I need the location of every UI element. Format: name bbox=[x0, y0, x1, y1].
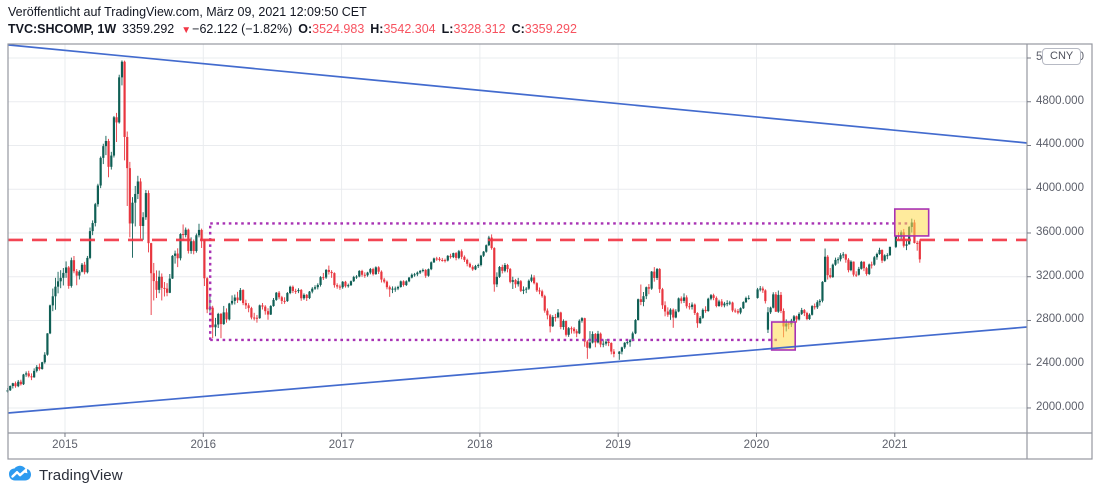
year-tick-label: 2017 bbox=[328, 439, 355, 451]
price-tick-label: 2000.000 bbox=[1036, 400, 1084, 413]
year-tick-label: 2018 bbox=[467, 439, 493, 451]
tradingview-branding[interactable]: TradingView bbox=[8, 464, 123, 486]
price-tick-label: 4400.000 bbox=[1036, 138, 1084, 151]
price-change: −62.122 (−1.82%) bbox=[192, 22, 293, 36]
close-label: C: bbox=[511, 22, 525, 36]
currency-badge: CNY bbox=[1042, 48, 1082, 65]
symbol-name: TVC:SHCOMP, 1W bbox=[8, 22, 117, 36]
high-value: 3542.304 bbox=[383, 22, 436, 36]
price-tick-label: 3200.000 bbox=[1036, 269, 1084, 282]
down-triangle-icon: ▼ bbox=[181, 25, 192, 36]
price-tick-label: 3600.000 bbox=[1036, 225, 1084, 238]
price-tick-label: 4800.000 bbox=[1036, 94, 1084, 107]
tradingview-logo-icon bbox=[9, 465, 31, 481]
year-tick-label: 2019 bbox=[605, 439, 631, 451]
price-tick-label: 2800.000 bbox=[1036, 313, 1084, 326]
last-price: 3359.292 bbox=[122, 22, 175, 36]
price-tick-label: 4000.000 bbox=[1036, 182, 1084, 195]
open-value: 3524.983 bbox=[312, 22, 365, 36]
close-value: 3359.292 bbox=[524, 22, 577, 36]
high-label: H: bbox=[370, 22, 384, 36]
brand-name: TradingView bbox=[39, 466, 123, 484]
year-tick-label: 2020 bbox=[743, 439, 770, 451]
published-line: Veröffentlicht auf TradingView.com, März… bbox=[8, 5, 367, 19]
year-tick-label: 2016 bbox=[190, 439, 217, 451]
year-tick-label: 2021 bbox=[881, 439, 908, 451]
low-value: 3328.312 bbox=[453, 22, 506, 36]
open-label: O: bbox=[298, 22, 313, 36]
symbol-info-line: TVC:SHCOMP, 1W 3359.292 ▼−62.122 (−1.82%) O… bbox=[8, 22, 577, 36]
low-label: L: bbox=[441, 22, 454, 36]
price-tick-label: 2400.000 bbox=[1036, 357, 1084, 370]
year-tick-label: 2015 bbox=[52, 439, 78, 451]
